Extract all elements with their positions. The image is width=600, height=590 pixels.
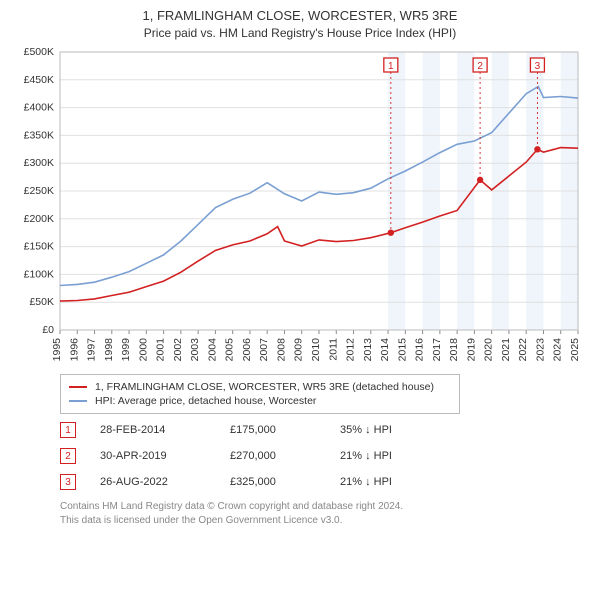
x-tick-label: 2008 bbox=[275, 338, 287, 362]
sale-marker-number: 2 bbox=[477, 61, 483, 72]
sale-price: £325,000 bbox=[230, 476, 340, 488]
x-tick-label: 2013 bbox=[362, 338, 374, 362]
sale-price: £175,000 bbox=[230, 424, 340, 436]
footnote: Contains HM Land Registry data © Crown c… bbox=[60, 500, 590, 528]
x-tick-label: 2002 bbox=[172, 338, 184, 362]
x-tick-label: 2021 bbox=[500, 338, 512, 362]
x-tick-label: 2016 bbox=[414, 338, 426, 362]
sale-marker-dot bbox=[477, 177, 483, 183]
y-tick-label: £300K bbox=[24, 157, 54, 169]
sale-row: 1 28-FEB-2014£175,00035% ↓ HPI bbox=[60, 422, 590, 438]
y-tick-label: £250K bbox=[24, 185, 54, 197]
sale-diff: 21% ↓ HPI bbox=[340, 476, 450, 488]
x-tick-label: 2001 bbox=[155, 338, 167, 362]
x-tick-label: 2003 bbox=[189, 338, 201, 362]
sale-diff: 21% ↓ HPI bbox=[340, 450, 450, 462]
x-tick-label: 2015 bbox=[396, 338, 408, 362]
sale-row: 2 30-APR-2019£270,00021% ↓ HPI bbox=[60, 448, 590, 464]
sale-date: 28-FEB-2014 bbox=[100, 424, 230, 436]
y-tick-label: £400K bbox=[24, 102, 54, 114]
x-tick-label: 1997 bbox=[86, 338, 98, 362]
sale-marker-number: 1 bbox=[388, 61, 394, 72]
title-block: 1, FRAMLINGHAM CLOSE, WORCESTER, WR5 3RE… bbox=[10, 8, 590, 40]
sale-date: 30-APR-2019 bbox=[100, 450, 230, 462]
sale-diff: 35% ↓ HPI bbox=[340, 424, 450, 436]
sale-row: 3 26-AUG-2022£325,00021% ↓ HPI bbox=[60, 474, 590, 490]
y-tick-label: £0 bbox=[42, 324, 54, 336]
chart-container: 1, FRAMLINGHAM CLOSE, WORCESTER, WR5 3RE… bbox=[0, 0, 600, 538]
chart-subtitle: Price paid vs. HM Land Registry's House … bbox=[10, 26, 590, 40]
chart-title: 1, FRAMLINGHAM CLOSE, WORCESTER, WR5 3RE bbox=[10, 8, 590, 23]
x-tick-label: 1995 bbox=[51, 338, 63, 362]
sale-marker-number: 3 bbox=[535, 61, 541, 72]
legend-label: 1, FRAMLINGHAM CLOSE, WORCESTER, WR5 3RE… bbox=[95, 381, 434, 393]
legend-swatch bbox=[69, 400, 87, 402]
y-tick-label: £500K bbox=[24, 46, 54, 58]
x-tick-label: 2023 bbox=[534, 338, 546, 362]
sale-badge: 1 bbox=[60, 422, 76, 438]
legend-label: HPI: Average price, detached house, Worc… bbox=[95, 395, 316, 407]
x-tick-label: 2005 bbox=[224, 338, 236, 362]
x-tick-label: 2025 bbox=[569, 338, 581, 362]
x-tick-label: 2000 bbox=[137, 338, 149, 362]
x-tick-label: 2017 bbox=[431, 338, 443, 362]
x-tick-label: 2024 bbox=[552, 338, 564, 362]
sales-table: 1 28-FEB-2014£175,00035% ↓ HPI 2 30-APR-201… bbox=[60, 422, 590, 490]
sale-badge: 3 bbox=[60, 474, 76, 490]
chart-area: £0 £50K £100K £150K £200K £250K £300K £350K £400… bbox=[10, 46, 590, 366]
legend-item: HPI: Average price, detached house, Worc… bbox=[69, 395, 451, 407]
x-tick-label: 1996 bbox=[68, 338, 80, 362]
line-chart: £0 £50K £100K £150K £200K £250K £300K £350K £400… bbox=[10, 46, 590, 366]
x-tick-label: 2011 bbox=[327, 338, 339, 361]
x-tick-label: 2019 bbox=[465, 338, 477, 362]
x-tick-label: 2004 bbox=[206, 338, 218, 362]
x-tick-label: 2020 bbox=[483, 338, 495, 362]
x-tick-label: 2006 bbox=[241, 338, 253, 362]
x-tick-label: 1998 bbox=[103, 338, 115, 362]
sale-marker-dot bbox=[388, 230, 394, 236]
sale-date: 26-AUG-2022 bbox=[100, 476, 230, 488]
x-tick-label: 2007 bbox=[258, 338, 270, 362]
x-tick-label: 2018 bbox=[448, 338, 460, 362]
footnote-line: Contains HM Land Registry data © Crown c… bbox=[60, 500, 590, 514]
y-tick-label: £450K bbox=[24, 74, 54, 86]
x-tick-label: 2010 bbox=[310, 338, 322, 362]
legend: 1, FRAMLINGHAM CLOSE, WORCESTER, WR5 3RE… bbox=[60, 374, 460, 414]
sale-badge: 2 bbox=[60, 448, 76, 464]
x-tick-label: 2009 bbox=[293, 338, 305, 362]
footnote-line: This data is licensed under the Open Gov… bbox=[60, 514, 590, 528]
sale-price: £270,000 bbox=[230, 450, 340, 462]
x-tick-label: 2014 bbox=[379, 338, 391, 362]
y-tick-label: £50K bbox=[29, 296, 54, 308]
legend-swatch bbox=[69, 386, 87, 388]
x-tick-label: 1999 bbox=[120, 338, 132, 362]
x-tick-label: 2012 bbox=[345, 338, 357, 362]
x-tick-label: 2022 bbox=[517, 338, 529, 362]
legend-item: 1, FRAMLINGHAM CLOSE, WORCESTER, WR5 3RE… bbox=[69, 381, 451, 393]
y-tick-label: £350K bbox=[24, 129, 54, 141]
sale-marker-dot bbox=[534, 146, 540, 152]
y-tick-label: £150K bbox=[24, 241, 54, 253]
y-tick-label: £100K bbox=[24, 268, 54, 280]
y-tick-label: £200K bbox=[24, 213, 54, 225]
